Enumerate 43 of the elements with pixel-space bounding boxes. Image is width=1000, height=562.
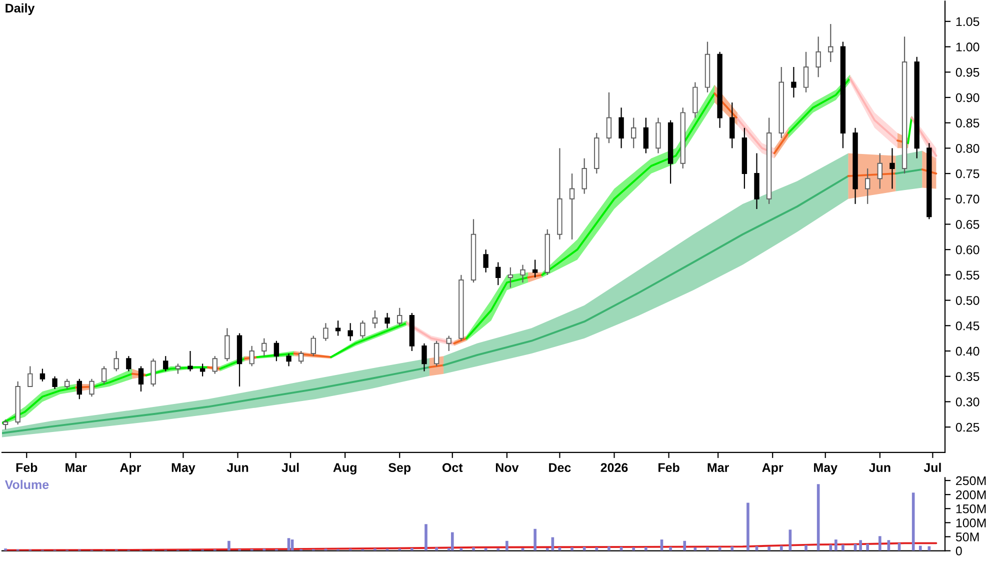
y-tick-label: 1.00	[956, 42, 980, 52]
chart-title: Volume	[4, 480, 49, 490]
y-tick-label: 0.60	[956, 245, 980, 254]
x-tick-label: Jun	[226, 463, 248, 472]
y-tick-label: 0.30	[956, 398, 980, 406]
y-tick-label: 100M	[956, 518, 986, 528]
x-tick-label: 2026	[600, 463, 628, 472]
y-tick-label: 0.50	[956, 296, 980, 305]
x-tick-label: Nov	[496, 463, 519, 472]
y-tick-label: 1.05	[956, 17, 980, 26]
y-tick-label: 0	[956, 546, 962, 556]
y-tick-label: 50M	[956, 532, 979, 542]
x-tick-label: Sep	[388, 463, 411, 474]
x-tick-label: Jul	[924, 462, 941, 472]
y-tick-label: 0.95	[956, 68, 980, 77]
y-tick-label: 0.75	[956, 169, 980, 178]
x-tick-label: Feb	[658, 462, 680, 472]
y-tick-label: 0.85	[956, 118, 980, 128]
y-tick-label: 0.55	[956, 270, 980, 280]
x-tick-label: Dec	[549, 463, 571, 472]
x-tick-label: Mar	[66, 463, 87, 472]
y-tick-label: 0.65	[956, 220, 980, 229]
chart-title: Daily	[6, 3, 35, 16]
x-tick-label: May	[814, 463, 838, 474]
x-tick-label: Mar	[708, 463, 729, 472]
y-tick-label: 200M	[956, 490, 986, 500]
x-tick-label: Apr	[762, 463, 784, 474]
x-tick-label: Aug	[333, 463, 356, 474]
y-tick-label: 0.40	[956, 346, 980, 356]
x-tick-label: Jul	[282, 462, 299, 472]
y-tick-label: 0.80	[956, 144, 980, 153]
y-tick-label: 0.70	[956, 194, 980, 204]
y-tick-label: 0.45	[956, 321, 980, 330]
x-tick-label: May	[172, 463, 196, 474]
y-tick-label: 0.35	[956, 372, 980, 382]
y-tick-label: 150M	[956, 504, 986, 514]
y-tick-label: 0.25	[956, 422, 980, 432]
x-tick-label: Apr	[120, 463, 142, 474]
x-tick-label: Jun	[868, 463, 890, 472]
x-tick-label: Feb	[16, 462, 38, 472]
y-tick-label: 250M	[956, 476, 986, 486]
y-tick-label: 0.90	[956, 93, 980, 102]
x-tick-label: Oct	[442, 463, 463, 472]
